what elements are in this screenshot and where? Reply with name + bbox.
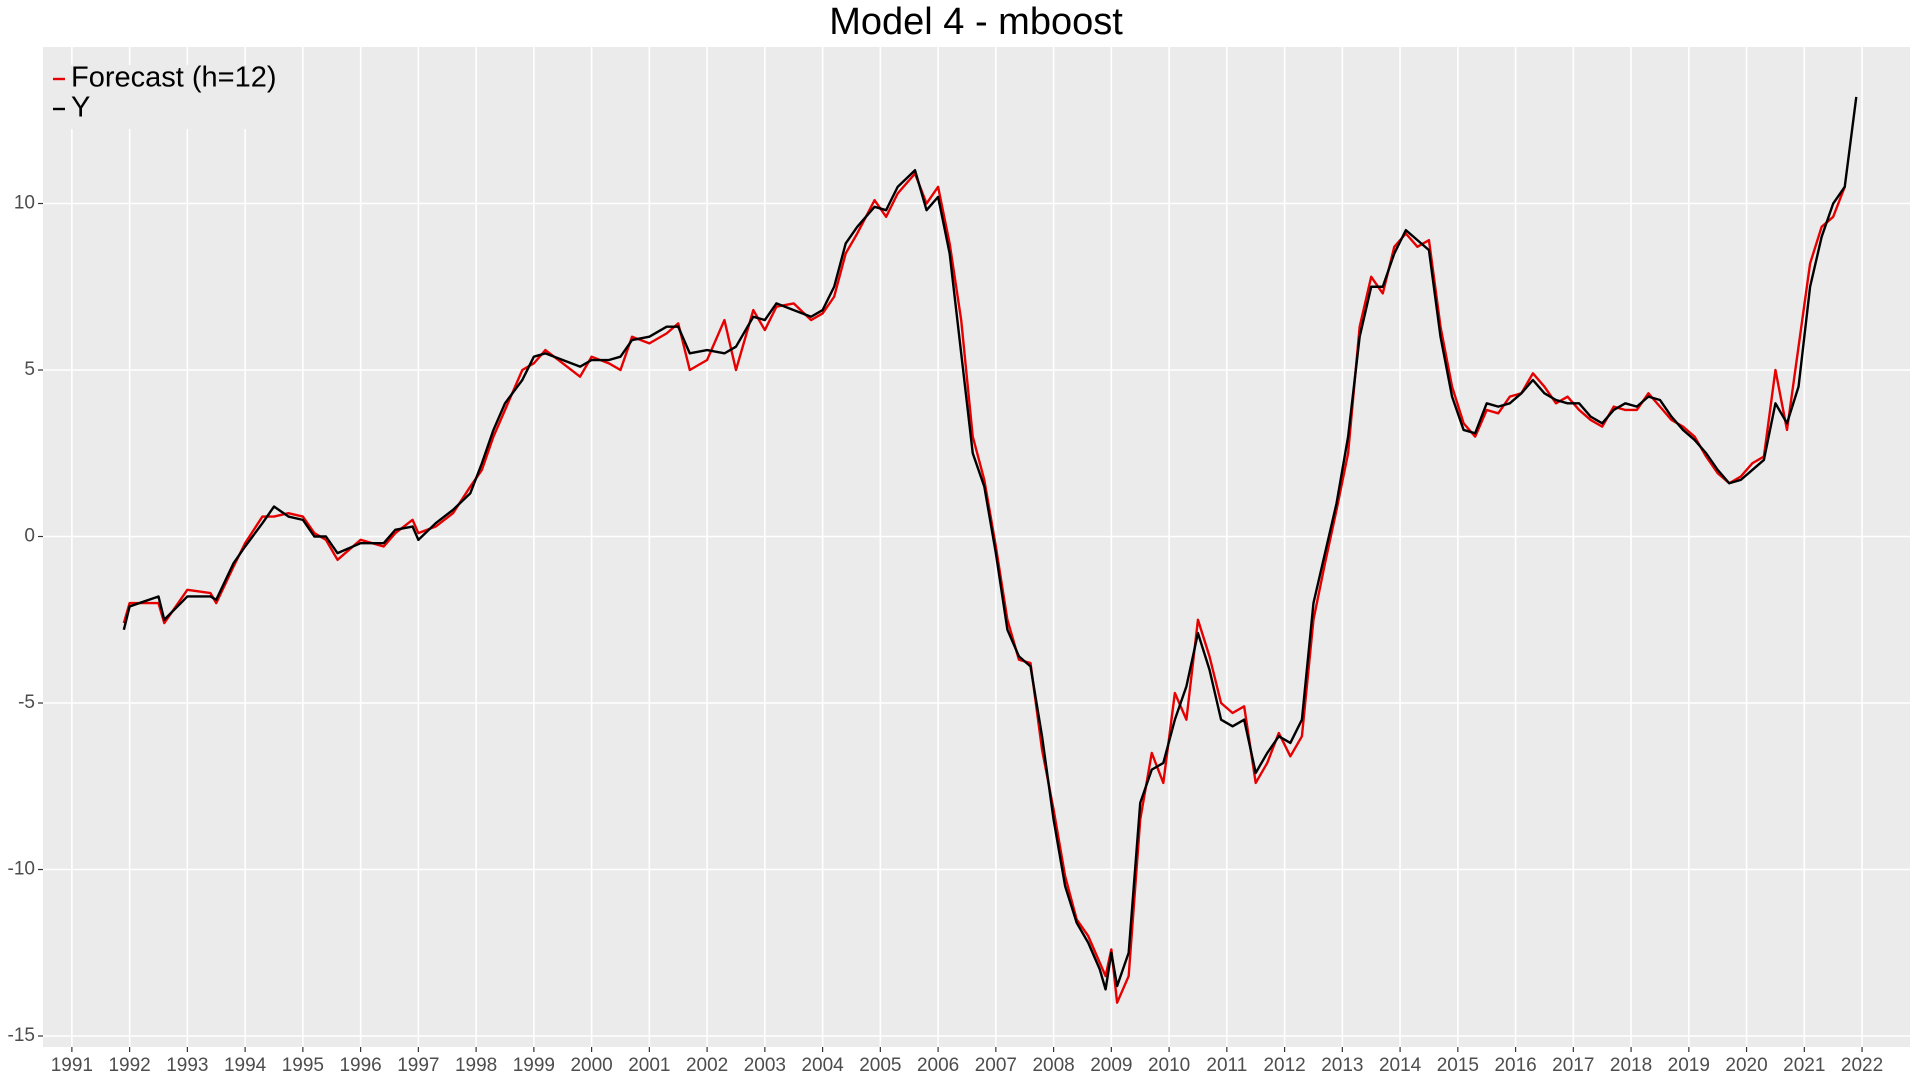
x-tick-label: 2017	[1552, 1055, 1594, 1076]
legend-background	[51, 65, 301, 129]
x-tick-label: 1995	[282, 1055, 324, 1076]
x-tick-label: 2018	[1610, 1055, 1652, 1076]
x-tick-label: 2007	[975, 1055, 1017, 1076]
x-tick-label: 2016	[1494, 1055, 1536, 1076]
x-tick-label: 1991	[51, 1055, 93, 1076]
x-tick-label: 1999	[513, 1055, 555, 1076]
x-tick-label: 2003	[744, 1055, 786, 1076]
x-tick-label: 2005	[859, 1055, 901, 1076]
legend-label: Forecast (h=12)	[71, 62, 277, 94]
x-tick-label: 1993	[166, 1055, 208, 1076]
x-tick-label: 2022	[1841, 1055, 1883, 1076]
y-tick-label: 0	[24, 526, 35, 547]
chart-title: Model 4 - mboost	[829, 1, 1123, 43]
x-tick-label: 1994	[224, 1055, 267, 1076]
x-tick-label: 2004	[801, 1055, 844, 1076]
y-tick-label: -15	[8, 1025, 35, 1046]
y-tick-label: 10	[14, 193, 35, 214]
x-tick-label: 2019	[1668, 1055, 1710, 1076]
x-tick-label: 2012	[1263, 1055, 1305, 1076]
x-tick-label: 2015	[1437, 1055, 1479, 1076]
x-tick-label: 2011	[1206, 1055, 1247, 1076]
series-line	[122, 96, 1858, 991]
x-tick-label: 2013	[1321, 1055, 1363, 1076]
x-tick-label: 2021	[1783, 1055, 1825, 1076]
x-tick-label: 1997	[397, 1055, 439, 1076]
y-tick-label: -5	[18, 692, 35, 713]
x-tick-label: 1992	[108, 1055, 150, 1076]
x-tick-label: 2006	[917, 1055, 959, 1076]
x-tick-label: 2000	[570, 1055, 612, 1076]
x-tick-label: 2002	[686, 1055, 728, 1076]
x-tick-label: 2020	[1725, 1055, 1767, 1076]
legend-label: Y	[71, 92, 90, 124]
x-tick-label: 2010	[1148, 1055, 1190, 1076]
panel	[43, 47, 1910, 1047]
x-tick-label: 2001	[628, 1055, 670, 1076]
series-line	[122, 172, 1846, 1004]
x-tick-label: 2008	[1032, 1055, 1074, 1076]
x-tick-label: 1998	[455, 1055, 497, 1076]
y-tick-label: -10	[8, 859, 35, 880]
x-tick-label: 2014	[1379, 1055, 1422, 1076]
x-tick-label: 1996	[339, 1055, 381, 1076]
x-tick-label: 2009	[1090, 1055, 1132, 1076]
y-tick-label: 5	[24, 359, 35, 380]
